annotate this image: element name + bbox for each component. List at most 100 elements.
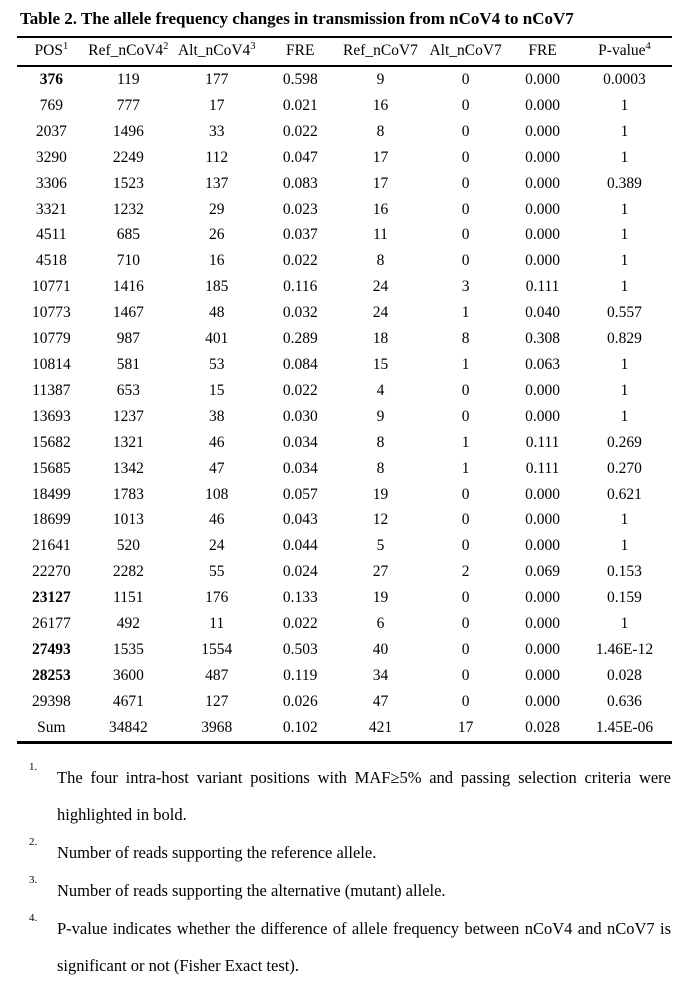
table-cell: 0.116 <box>283 278 318 296</box>
footnote-item: 1. The four intra-host variant positions … <box>17 759 672 833</box>
table-cell: 24 <box>209 537 225 555</box>
header-row: POS1 Ref_nCoV42 Alt_nCoV43 FRE Ref_nCoV7 Alt_… <box>17 37 672 67</box>
table-cell: 1 <box>620 122 629 140</box>
table-cell: 24 <box>372 304 389 322</box>
table-cell: 0 <box>461 485 470 503</box>
table-cell: 34 <box>372 666 389 684</box>
table-cell: 2037 <box>35 122 67 140</box>
table-cell: 0.043 <box>282 511 318 529</box>
table-cell: 0.133 <box>282 589 318 607</box>
table-cell: 137 <box>205 174 229 192</box>
table-cell: 33 <box>209 122 225 140</box>
table-cell: 0.000 <box>525 122 560 140</box>
table-row: 10814 581 53 0.084 15 1 0.063 1 <box>17 352 672 378</box>
table-cell: 1 <box>620 381 629 399</box>
table-cell: 0.034 <box>282 459 318 477</box>
table-cell: 1 <box>620 537 629 555</box>
table-cell: 1.46E-12 <box>595 640 654 658</box>
table-cell: 17 <box>372 174 389 192</box>
table-cell: 16 <box>372 96 389 114</box>
table-cell: 0.557 <box>607 304 642 322</box>
table-cell: 0.000 <box>525 537 560 555</box>
table-cell: 1 <box>461 355 470 373</box>
table-cell: 1554 <box>201 640 233 658</box>
table-cell: 18 <box>372 330 389 348</box>
table-cell: 185 <box>205 278 229 296</box>
table-cell: 1 <box>461 433 470 451</box>
table-cell: 9 <box>376 71 385 88</box>
table-cell: 0.022 <box>282 381 318 399</box>
table-cell: 0.308 <box>525 330 560 348</box>
table-cell: 11 <box>373 226 388 244</box>
table-cell: 0 <box>461 122 470 140</box>
table-cell: 0 <box>461 589 470 607</box>
table-cell: 11387 <box>32 381 71 399</box>
table-row: 27493 1535 1554 0.503 40 0 0.000 1.46E-12 <box>17 637 672 663</box>
table-cell: 0.598 <box>282 71 318 88</box>
table-cell: 4 <box>376 381 385 399</box>
table-cell: 0.022 <box>282 252 318 270</box>
table-cell: 0.289 <box>282 330 318 348</box>
table-cell: 8 <box>376 252 385 270</box>
column-header-label: Alt_nCoV4 <box>177 42 251 59</box>
table-cell: 0.829 <box>607 330 642 348</box>
table-cell: 0 <box>461 615 470 633</box>
table-cell: 27493 <box>32 640 71 658</box>
table-cell: 710 <box>116 252 140 270</box>
table-cell: 0.000 <box>525 96 560 114</box>
table-cell: 1321 <box>112 433 144 451</box>
table-cell: 0.111 <box>525 459 560 477</box>
table-cell: 8 <box>376 459 385 477</box>
table-cell: 55 <box>209 563 225 581</box>
table-cell: 0 <box>461 148 470 166</box>
table-cell: 15 <box>209 381 225 399</box>
column-header-label: FRE <box>286 42 315 59</box>
table-cell: 1 <box>620 355 629 373</box>
table-cell: 1 <box>620 407 629 425</box>
table-cell: 581 <box>116 355 140 373</box>
table-cell: 0.000 <box>525 666 560 684</box>
table-cell: 0.119 <box>283 666 318 684</box>
table-cell: 1 <box>620 226 629 244</box>
table-row: 26177 492 11 0.022 6 0 0.000 1 <box>17 611 672 637</box>
table-cell: 8 <box>461 330 470 348</box>
table-cell: 1 <box>461 304 470 322</box>
table-cell: 1151 <box>113 589 144 607</box>
table-cell: 0.022 <box>282 122 318 140</box>
table-row: 3290 2249 112 0.047 17 0 0.000 1 <box>17 145 672 171</box>
table-cell: 4518 <box>35 252 67 270</box>
table-row: 22270 2282 55 0.024 27 2 0.069 0.153 <box>17 559 672 585</box>
table-cell: 0.159 <box>607 589 642 607</box>
table-row: 18499 1783 108 0.057 19 0 0.000 0.621 <box>17 482 672 508</box>
table-cell: 0.028 <box>525 718 560 736</box>
table-cell: 0.000 <box>525 692 560 710</box>
table-cell: 1 <box>620 615 629 633</box>
table-cell: 21641 <box>32 537 71 555</box>
table-cell: 1496 <box>112 122 144 140</box>
table-row: 10779 987 401 0.289 18 8 0.308 0.829 <box>17 326 672 352</box>
table-cell: 0.270 <box>607 459 642 477</box>
table-cell: 26177 <box>32 615 71 633</box>
table-cell: 0 <box>461 692 470 710</box>
table-cell: 0 <box>461 537 470 555</box>
footnote-text: P-value indicates whether the difference… <box>57 918 671 975</box>
table-cell: 0.000 <box>525 71 560 88</box>
table-cell: 1523 <box>112 174 144 192</box>
table-cell: 3968 <box>201 718 233 736</box>
table-cell: 11 <box>209 615 225 633</box>
table-cell: 15 <box>372 355 389 373</box>
table-cell: 108 <box>205 485 229 503</box>
table-cell: 0 <box>461 407 470 425</box>
table-cell: 119 <box>116 71 140 88</box>
table-cell: 16 <box>209 252 225 270</box>
table-cell: 47 <box>209 459 225 477</box>
table-cell: 0.153 <box>607 563 642 581</box>
table-cell: 0.0003 <box>603 71 646 88</box>
table-cell: 0.102 <box>282 718 318 736</box>
column-header-superscript: 4 <box>645 40 651 52</box>
allele-frequency-table: POS1 Ref_nCoV42 Alt_nCoV43 FRE Ref_nCoV7 Alt_… <box>17 36 672 744</box>
table-cell: 0.000 <box>525 381 560 399</box>
table-cell: 1.45E-06 <box>595 718 654 736</box>
column-header-superscript: 3 <box>250 40 256 52</box>
table-cell: 17 <box>457 718 474 736</box>
